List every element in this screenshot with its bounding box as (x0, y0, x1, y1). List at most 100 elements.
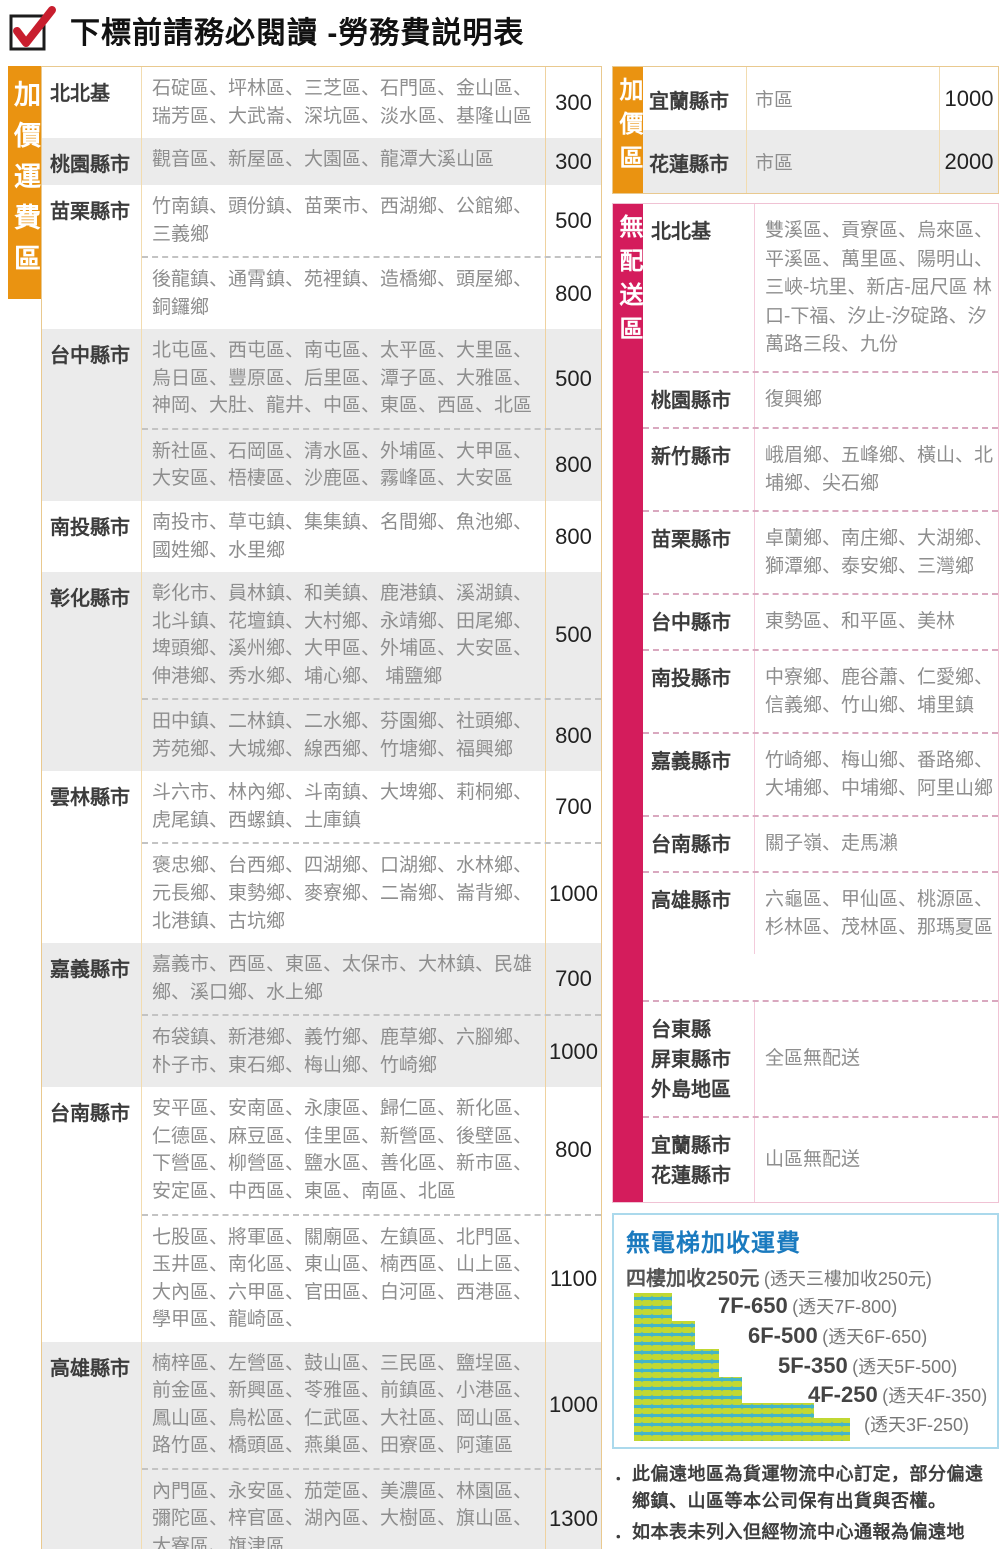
no-delivery-side-strip: 無配送區 (613, 204, 643, 1202)
district-list: 觀音區、新屋區、大園區、龍潭大溪山區 (152, 149, 495, 171)
fee-value: 800 (545, 501, 601, 573)
surcharge-group: 南投縣市 南投市、草屯鎮、集集鎮、名間鄉、魚池鄉、國姓鄉、水里鄉 800 (42, 501, 601, 573)
stairs-icon (634, 1292, 850, 1441)
stair-step-label: 7F-650 (透天7F-800) (718, 1293, 897, 1319)
extra-charge-row: 宜蘭縣市 市區 1000 (643, 67, 998, 130)
fee-value: 700 (545, 943, 601, 1015)
fee-value: 800 (545, 700, 601, 772)
surcharge-row: 南投市、草屯鎮、集集鎮、名間鄉、魚池鄉、國姓鄉、水里鄉 800 (142, 501, 601, 573)
district-list: 卓蘭鄉、南庄鄉、大湖鄉、獅潭鄉、泰安鄉、三灣鄉 (765, 527, 994, 578)
no-delivery-row: 新竹縣市 峨眉鄉、五峰鄉、橫山、北埔鄉、尖石鄉 (643, 426, 998, 510)
district-list: 嘉義市、西區、東區、太保市、大林鎮、民雄鄉、溪口鄉、水上鄉 (152, 954, 533, 1003)
fee-value: 1100 (545, 1215, 601, 1342)
district-list: 峨眉鄉、五峰鄉、橫山、北埔鄉、尖石鄉 (765, 444, 994, 495)
region-label: 花蓮縣市 (643, 130, 747, 193)
no-delivery-row: 嘉義縣市 竹崎鄉、梅山鄉、番路鄉、大埔鄉、中埔鄉、阿里山鄉 (643, 731, 998, 815)
townhouse-fee-note: (透天7F-800) (792, 1296, 898, 1317)
fee-value: 800 (545, 1087, 601, 1214)
page-header: 下標前請務必閱讀 -勞務費説明表 (8, 4, 524, 56)
region-label: 雲林縣市 (42, 771, 142, 944)
townhouse-fee-note: (透天5F-500) (852, 1356, 958, 1377)
surcharge-row: 彰化市、員林鎮、和美鎮、鹿港鎮、溪湖鎮、北斗鎮、花壇鎮、大村鄉、永靖鄉、田尾鄉、… (142, 572, 601, 699)
region-label: 嘉義縣市 (643, 733, 755, 815)
elevator-box-title: 無電梯加收運費 (626, 1229, 801, 1257)
district-list: 關子嶺、走馬瀨 (765, 833, 899, 855)
elevator-surcharge-box: 無電梯加收運費 四樓加收250元 (透天三樓加收250元) 7F-650 ( (612, 1212, 999, 1449)
surcharge-side-strip: 加價運費區 (8, 66, 41, 299)
region-label: 彰化縣市 (42, 572, 142, 772)
townhouse-fee-note: (透天4F-350) (882, 1385, 988, 1406)
extra-charge-side-strip: 加價區 (613, 67, 643, 193)
no-delivery-row: 台東縣 屏東縣市 外島地區 全區無配送 (643, 999, 998, 1116)
elevator-box-subtitle: 四樓加收250元 (透天三樓加收250元) (626, 1267, 932, 1290)
no-delivery-row: 苗栗縣市 卓蘭鄉、南庄鄉、大湖鄉、獅潭鄉、泰安鄉、三灣鄉 (643, 509, 998, 593)
no-delivery-row: 北北基 雙溪區、貢寮區、烏來區、平溪區、萬里區、陽明山、三峽-坑里、新店-屈尺區… (643, 204, 998, 371)
extra-charge-rows: 宜蘭縣市 市區 1000 花蓮縣市 市區 2000 (643, 67, 998, 193)
district-list: 後龍鎮、通霄鎮、苑裡鎮、造橋鄉、頭屋鄉、銅鑼鄉 (152, 269, 533, 318)
district-list: 楠梓區、左營區、鼓山區、三民區、鹽埕區、前金區、新興區、苓雅區、前鎮區、小港區、… (152, 1352, 533, 1457)
surcharge-group: 彰化縣市 彰化市、員林鎮、和美鎮、鹿港鎮、溪湖鎮、北斗鎮、花壇鎮、大村鄉、永靖鄉… (42, 572, 601, 772)
district-list: 市區 (747, 130, 940, 193)
region-label: 台東縣 屏東縣市 外島地區 (643, 1001, 755, 1116)
surcharge-side-label: 加價運費區 (10, 80, 40, 285)
fee-value: 800 (545, 429, 601, 502)
region-label: 高雄縣市 (643, 872, 755, 954)
district-list: 北屯區、西屯區、南屯區、太平區、大里區、烏日區、豐原區、后里區、潭子區、大雅區、… (152, 340, 533, 417)
surcharge-row: 石碇區、坪林區、三芝區、石門區、金山區、瑞芳區、大武崙、深坑區、淡水區、基隆山區… (142, 67, 601, 139)
district-list: 南投市、草屯鎮、集集鎮、名間鄉、魚池鄉、國姓鄉、水里鄉 (152, 512, 533, 561)
fee-value: 2000 (944, 148, 994, 174)
surcharge-table: 北北基 石碇區、坪林區、三芝區、石門區、金山區、瑞芳區、大武崙、深坑區、淡水區、… (41, 66, 602, 1549)
district-list: 布袋鎮、新港鄉、義竹鄉、鹿草鄉、六腳鄉、朴子市、東石鄉、梅山鄉、竹崎鄉 (152, 1027, 533, 1076)
surcharge-section: 加價運費區 北北基 石碇區、坪林區、三芝區、石門區、金山區、瑞芳區、大武崙、深坑… (8, 66, 602, 1549)
fee-value: 1000 (944, 85, 994, 111)
no-delivery-row: 南投縣市 中寮鄉、鹿谷蕭、仁愛鄉、信義鄉、竹山鄉、埔里鎮 (643, 648, 998, 732)
surcharge-group: 桃園縣市 觀音區、新屋區、大園區、龍潭大溪山區 300 (42, 138, 601, 186)
surcharge-row: 布袋鎮、新港鄉、義竹鄉、鹿草鄉、六腳鄉、朴子市、東石鄉、梅山鄉、竹崎鄉 1000 (142, 1014, 601, 1088)
stair-step-label: 4F-250 (透天4F-350) (808, 1382, 987, 1408)
region-label: 北北基 (42, 67, 142, 139)
region-label: 新竹縣市 (643, 428, 755, 510)
townhouse-fee-note: (透天6F-650) (822, 1326, 928, 1347)
surcharge-group: 雲林縣市 斗六市、林內鄉、斗南鎮、大埤鄉、莉桐鄉、虎尾鎮、西螺鎮、土庫鎮 700… (42, 771, 601, 944)
note-text: 如本表未列入但經物流中心通報為偏遠地區，本公司亦保有加價權力。 (632, 1521, 965, 1549)
fee-value: 1300 (545, 1469, 601, 1549)
district-list: 彰化市、員林鎮、和美鎮、鹿港鎮、溪湖鎮、北斗鎮、花壇鎮、大村鄉、永靖鄉、田尾鄉、… (152, 583, 533, 687)
extra-charge-side-label: 加價區 (615, 77, 642, 179)
district-list: 斗六市、林內鄉、斗南鎮、大埤鄉、莉桐鄉、虎尾鎮、西螺鎮、土庫鎮 (152, 782, 533, 831)
red-checkbox-icon (9, 6, 56, 51)
district-list: 褒忠鄉、台西鄉、四湖鄉、口湖鄉、水林鄉、元長鄉、東勢鄉、麥寮鄉、二崙鄉、崙背鄉、… (152, 855, 533, 932)
surcharge-row: 內門區、永安區、茄萣區、美濃區、林園區、彌陀區、梓官區、湖內區、大樹區、旗山區、… (142, 1467, 601, 1549)
no-delivery-table: 無配送區 北北基 雙溪區、貢寮區、烏來區、平溪區、萬里區、陽明山、三峽-坑里、新… (612, 203, 999, 1203)
region-label: 桃園縣市 (42, 138, 142, 186)
no-delivery-row: 宜蘭縣市 花蓮縣市 山區無配送 (643, 1115, 998, 1202)
district-list: 山區無配送 (765, 1149, 861, 1171)
no-delivery-row: 高雄縣市 六龜區、甲仙區、桃源區、杉林區、茂林區、那瑪夏區 (643, 870, 998, 1000)
fee-value: 300 (545, 138, 601, 186)
stairs-graphic: 7F-650 (透天7F-800) 6F-500 (透天6F-650) 5F-3… (626, 1287, 987, 1445)
stair-step-label: 5F-350 (透天5F-500) (778, 1353, 957, 1379)
townhouse-fee-note: (透天3F-250) (864, 1414, 970, 1435)
surcharge-row: 褒忠鄉、台西鄉、四湖鄉、口湖鄉、水林鄉、元長鄉、東勢鄉、麥寮鄉、二崙鄉、崙背鄉、… (142, 842, 601, 944)
floor-fee-label: 7F-650 (718, 1292, 788, 1318)
surcharge-row: 七股區、將軍區、關廟區、左鎮區、北門區、玉井區、南化區、東山區、楠西區、山上區、… (142, 1213, 601, 1342)
surcharge-row: 後龍鎮、通霄鎮、苑裡鎮、造橋鄉、頭屋鄉、銅鑼鄉 800 (142, 256, 601, 330)
right-column: 加價區 宜蘭縣市 市區 1000 花蓮縣市 市區 2000 無配送區 北北基 雙… (612, 66, 999, 1549)
surcharge-row: 新社區、石岡區、清水區、外埔區、大甲區、大安區、梧棲區、沙鹿區、霧峰區、大安區 … (142, 427, 601, 502)
bullet: ． (614, 1463, 633, 1484)
surcharge-group: 台南縣市 安平區、安南區、永康區、歸仁區、新化區、仁德區、麻豆區、佳里區、新營區… (42, 1087, 601, 1342)
floor-fee-label: 5F-350 (778, 1352, 848, 1378)
region-label: 高雄縣市 (42, 1341, 142, 1549)
no-delivery-side-label: 無配送區 (615, 214, 642, 350)
surcharge-row: 嘉義市、西區、東區、太保市、大林鎮、民雄鄉、溪口鄉、水上鄉 700 (142, 943, 601, 1015)
district-list: 雙溪區、貢寮區、烏來區、平溪區、萬里區、陽明山、三峽-坑里、新店-屈尺區 林口-… (765, 220, 994, 355)
no-delivery-row: 桃園縣市 復興鄉 (643, 370, 998, 427)
district-list: 石碇區、坪林區、三芝區、石門區、金山區、瑞芳區、大武崙、深坑區、淡水區、基隆山區 (152, 78, 533, 127)
district-list: 全區無配送 (765, 1048, 861, 1070)
no-delivery-row: 台中縣市 東勢區、和平區、美林 (643, 592, 998, 649)
district-list: 東勢區、和平區、美林 (765, 611, 956, 633)
district-list: 新社區、石岡區、清水區、外埔區、大甲區、大安區、梧棲區、沙鹿區、霧峰區、大安區 (152, 440, 533, 490)
surcharge-row: 安平區、安南區、永康區、歸仁區、新化區、仁德區、麻豆區、佳里區、新營區、後壁區、… (142, 1087, 601, 1214)
surcharge-group: 嘉義縣市 嘉義市、西區、東區、太保市、大林鎮、民雄鄉、溪口鄉、水上鄉 700 布… (42, 943, 601, 1088)
note-item: ． 此偏遠地區為貨運物流中心訂定，部分偏遠鄉鎮、山區等本公司保有出貨與否權。 (614, 1461, 999, 1515)
